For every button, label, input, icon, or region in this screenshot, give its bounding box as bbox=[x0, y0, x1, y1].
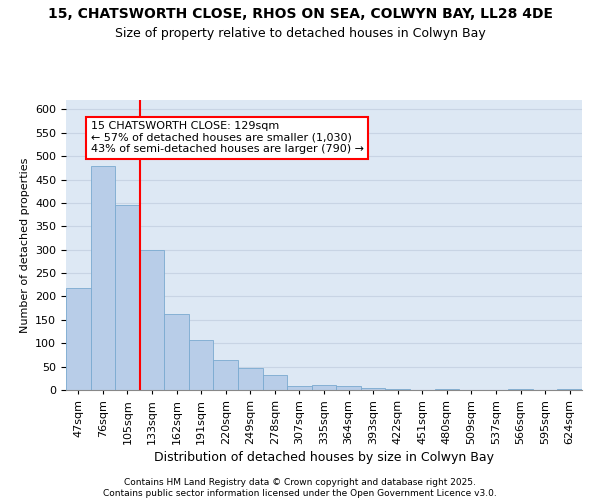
Text: 15, CHATSWORTH CLOSE, RHOS ON SEA, COLWYN BAY, LL28 4DE: 15, CHATSWORTH CLOSE, RHOS ON SEA, COLWY… bbox=[47, 8, 553, 22]
Bar bbox=[434, 388, 459, 390]
X-axis label: Distribution of detached houses by size in Colwyn Bay: Distribution of detached houses by size … bbox=[154, 451, 494, 464]
Y-axis label: Number of detached properties: Number of detached properties bbox=[20, 158, 29, 332]
Bar bbox=[385, 389, 410, 390]
Bar bbox=[214, 360, 238, 390]
Bar bbox=[336, 386, 361, 390]
Bar bbox=[508, 389, 533, 390]
Bar bbox=[140, 250, 164, 390]
Bar bbox=[238, 368, 263, 390]
Bar bbox=[164, 314, 189, 390]
Bar bbox=[91, 166, 115, 390]
Bar bbox=[263, 375, 287, 390]
Text: 15 CHATSWORTH CLOSE: 129sqm
← 57% of detached houses are smaller (1,030)
43% of : 15 CHATSWORTH CLOSE: 129sqm ← 57% of det… bbox=[91, 121, 364, 154]
Bar bbox=[66, 288, 91, 390]
Text: Size of property relative to detached houses in Colwyn Bay: Size of property relative to detached ho… bbox=[115, 28, 485, 40]
Bar bbox=[115, 205, 140, 390]
Bar bbox=[361, 388, 385, 390]
Bar bbox=[287, 386, 312, 390]
Text: Contains HM Land Registry data © Crown copyright and database right 2025.
Contai: Contains HM Land Registry data © Crown c… bbox=[103, 478, 497, 498]
Bar bbox=[557, 389, 582, 390]
Bar bbox=[312, 386, 336, 390]
Bar bbox=[189, 340, 214, 390]
